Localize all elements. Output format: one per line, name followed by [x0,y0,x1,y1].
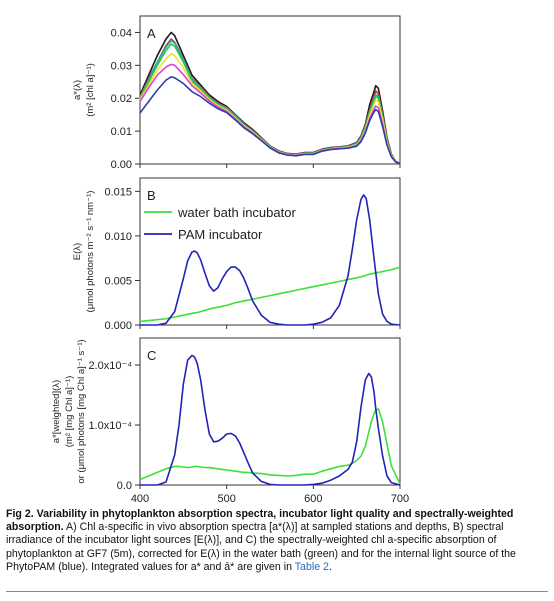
panel-a: 0.00 0.01 0.02 0.03 0.04 a*(λ) (m² [chl a]⁻¹) A [72,15,401,171]
caption-divider [6,591,548,592]
y-axis-label: (m² [mg Chl a]⁻¹) [64,376,75,448]
figure: 0.00 0.01 0.02 0.03 0.04 a*(λ) (m² [chl a]⁻¹) A… [51,15,409,505]
panel-letter: B [147,188,156,203]
series-line-1 [139,408,401,485]
x-tick-label: 500 [217,493,235,505]
y-tick-label: 0.01 [111,126,132,138]
caption-body: A) Chl a-specific in vivo absorption spe… [6,521,516,573]
series-line-1 [139,266,401,323]
plot-frame [139,15,401,165]
x-tick-label: 700 [391,493,409,505]
x-tick-label: 600 [304,493,322,505]
panel-b: 0.000 0.005 0.010 0.015 E(λ) (μmol photons m⁻… [72,177,401,332]
figure-caption: Fig 2. Variability in phytoplankton abso… [6,508,548,574]
series-line-2 [139,38,401,165]
y-tick-label: 0.00 [111,159,132,171]
panel-letter: A [147,26,156,41]
y-tick-label: 0.03 [111,60,132,72]
y-axis-label: E(λ) [72,243,83,260]
y-axis-label: a*[weighted](λ) [51,380,62,443]
panel-letter: C [147,348,156,363]
series-line-7 [139,76,401,165]
table-2-link[interactable]: Table 2 [294,560,329,573]
y-tick-label: 0.0 [117,480,132,492]
plot-frame [139,177,401,326]
panel-c: 0.01.0x10⁻⁴2.0x10⁻⁴400500600700Wavelenth… [51,337,409,505]
y-tick-label: 0.015 [104,186,132,198]
y-axis-label: a*(λ) [72,80,83,100]
series-line-2 [140,194,401,326]
y-axis-label: or (μmol photons [mg Chl a]⁻¹ s⁻¹) [76,339,87,483]
legend-entry: PAM incubator [178,227,263,242]
y-tick-label: 0.000 [104,320,132,332]
y-tick-label: 0.010 [104,231,132,243]
x-tick-label: 400 [131,493,149,505]
caption-title: Fig 2. Variability in phytoplankton abso… [6,508,514,534]
y-tick-label: 0.02 [111,93,132,105]
y-axis-label: (μmol photons m⁻² s⁻¹ nm⁻¹) [85,191,96,313]
y-tick-label: 2.0x10⁻⁴ [88,360,132,372]
y-tick-label: 0.04 [111,27,132,39]
caption-end: . [328,560,332,573]
legend-entry: water bath incubator [177,205,296,220]
y-axis-label: (m² [chl a]⁻¹) [85,63,96,117]
y-tick-label: 1.0x10⁻⁴ [88,420,132,432]
series-line-2 [140,354,401,486]
y-tick-label: 0.005 [104,275,132,287]
